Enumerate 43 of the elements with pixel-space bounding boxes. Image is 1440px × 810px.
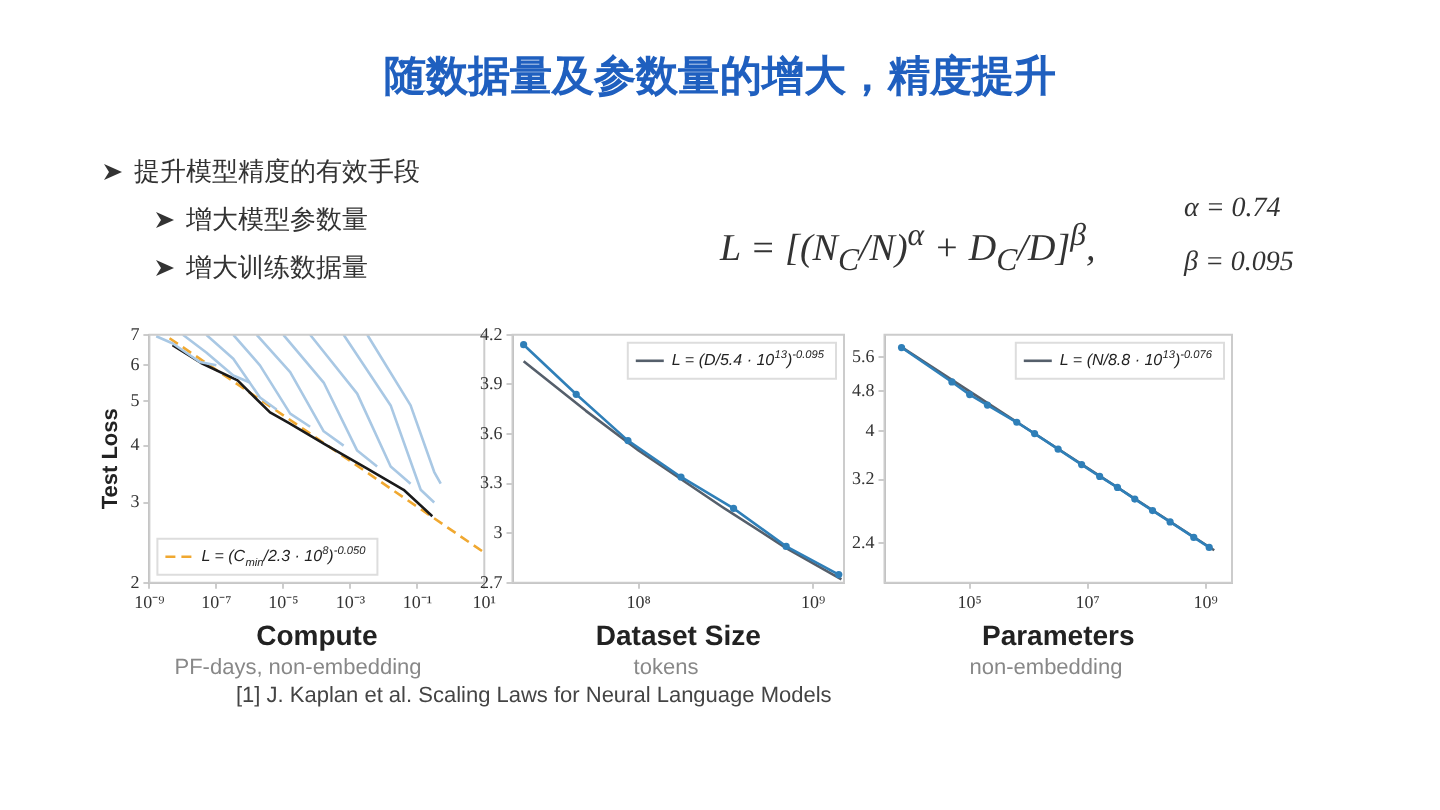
y-tick-label: 4 <box>865 419 876 440</box>
x-tick-label: 10⁻⁷ <box>201 592 232 613</box>
x-tick-label: 10⁻⁵ <box>268 592 299 613</box>
y-tick-label: 2.4 <box>852 531 876 552</box>
text: PF-days, non-embedding <box>172 656 424 680</box>
y-tick-label: 2.7 <box>480 571 504 592</box>
y-tick-label: 4 <box>130 434 141 455</box>
y-tick-label: 3.3 <box>480 472 504 493</box>
y-tick-label: 2 <box>130 571 140 592</box>
y-tick-label: 6 <box>130 354 141 375</box>
x-tick-label: 10⁻¹ <box>402 592 433 613</box>
x-tick-label: 10⁹ <box>1193 592 1218 613</box>
x-axis-title: Compute <box>256 618 378 651</box>
y-tick-label: 5.6 <box>852 345 876 366</box>
text: β = 0.095 <box>1184 248 1294 278</box>
x-axis-title: Dataset Size <box>595 618 762 651</box>
x-tick-label: 10⁻³ <box>335 592 366 613</box>
y-tick-label: 4.2 <box>480 323 503 344</box>
text: [1] J. Kaplan et al. Scaling Laws for Neural Language Models <box>236 684 832 708</box>
text: L = [(N$_{C}$/N)$^{α}$ + D$_{C}$/D]$^{β}$, <box>720 220 1096 279</box>
y-tick-label: 7 <box>130 323 141 344</box>
y-tick-label: 3.2 <box>852 468 875 489</box>
x-tick-label: 10⁹ <box>801 592 826 613</box>
x-tick-label: 10⁵ <box>957 592 982 613</box>
text: tokens <box>631 656 701 680</box>
y-tick-label: 3 <box>493 521 504 542</box>
x-tick-label: 10¹ <box>472 592 497 613</box>
y-tick-label: 5 <box>130 390 141 411</box>
y-tick-label: 3 <box>130 491 141 512</box>
text: non-embedding <box>967 656 1125 680</box>
y-axis-title: Test Loss <box>99 408 124 510</box>
y-tick-label: 4.8 <box>852 379 876 400</box>
y-tick-label: 3.9 <box>480 373 504 394</box>
x-tick-label: 10⁻⁹ <box>134 592 165 613</box>
text: 随数据量及参数量的增大，精度提升 <box>382 50 1058 104</box>
x-tick-label: 10⁷ <box>1075 592 1100 613</box>
text: α = 0.74 <box>1184 194 1281 224</box>
text: 增大模型参数量 <box>186 204 368 238</box>
x-axis-title: Parameters <box>981 618 1135 651</box>
text: 增大训练数据量 <box>186 252 368 286</box>
x-tick-label: 10⁸ <box>626 592 651 613</box>
y-tick-label: 3.6 <box>480 422 504 443</box>
text: 提升模型精度的有效手段 <box>134 156 420 190</box>
